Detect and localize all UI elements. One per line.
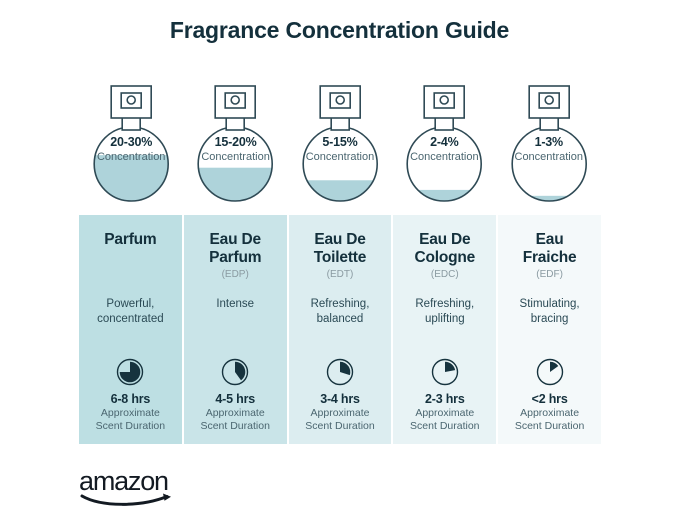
duration-caption-1: Approximate <box>205 407 265 419</box>
duration-clock-icon-wrap <box>393 355 496 389</box>
perfume-bottle-icon <box>197 85 274 202</box>
fragrance-panel[interactable]: Eau De Parfum (EDP) Intense 4-5 hrs Approxima… <box>183 215 287 444</box>
fragrance-panel[interactable]: Eau De Toilette (EDT) Refreshing, balanced 3-… <box>288 215 392 444</box>
svg-text:amazon: amazon <box>79 466 168 496</box>
duration-value: <2 hrs <box>531 392 568 406</box>
duration-caption-2: Scent Duration <box>410 420 480 432</box>
duration-clock-icon <box>117 358 144 386</box>
duration-clock-icon-wrap <box>498 355 601 389</box>
duration-caption-2: Scent Duration <box>514 420 585 432</box>
bottle-cell: 1-3% Concentration <box>497 78 601 208</box>
fragrance-abbreviation: (EDC) <box>430 269 459 280</box>
fragrance-name: Eau De Toilette <box>313 231 367 266</box>
scent-duration-block: 3-4 hrs Approximate Scent Duration <box>289 391 392 433</box>
page-title: Fragrance Concentration Guide <box>169 17 510 43</box>
bottle-row: 20-30% Concentration 15-20% Concentration 5-… <box>79 78 601 208</box>
scent-duration-block: 6-8 hrs Approximate Scent Duration <box>79 391 182 433</box>
duration-clock-icon-wrap <box>289 355 392 389</box>
duration-caption-1: Approximate <box>100 407 160 419</box>
bottle-cell: 2-4% Concentration <box>392 78 496 208</box>
duration-clock-icon-wrap <box>79 355 182 389</box>
fragrance-description: Powerful, concentrated <box>97 298 164 325</box>
duration-clock-icon <box>221 358 249 386</box>
fragrance-name: Eau De Cologne <box>414 231 476 266</box>
fragrance-description: Intense <box>216 298 255 310</box>
scent-duration-block: <2 hrs Approximate Scent Duration <box>498 391 601 433</box>
duration-clock-icon-wrap <box>184 355 287 389</box>
fragrance-abbreviation: (EDT) <box>326 269 354 280</box>
fragrance-description: Refreshing, uplifting <box>415 298 475 325</box>
duration-value: 3-4 hrs <box>320 392 360 406</box>
duration-caption-2: Scent Duration <box>305 420 375 432</box>
perfume-bottle-icon <box>93 85 169 202</box>
perfume-bottle-icon <box>510 85 587 202</box>
duration-value: 2-3 hrs <box>424 392 465 406</box>
fragrance-abbreviation: (EDF) <box>536 269 563 280</box>
duration-value: 6-8 hrs <box>110 392 151 406</box>
fragrance-panel-row: Parfum Powerful, concentrated 6-8 hrs Approx… <box>79 215 601 444</box>
duration-clock-icon <box>536 358 563 386</box>
fragrance-name: Eau De Parfum <box>209 231 262 266</box>
fragrance-name: Parfum <box>104 231 157 248</box>
duration-caption-1: Approximate <box>520 407 580 419</box>
amazon-logo: amazon <box>79 466 199 506</box>
bottle-cell: 5-15% Concentration <box>288 78 392 208</box>
fragrance-panel[interactable]: Eau De Cologne (EDC) Refreshing, uplifting 2-… <box>393 215 497 444</box>
duration-caption-1: Approximate <box>310 407 370 419</box>
fragrance-name: Eau Fraiche <box>522 231 577 266</box>
fragrance-panel[interactable]: Parfum Powerful, concentrated 6-8 hrs Approx… <box>79 215 182 444</box>
fragrance-abbreviation <box>79 250 182 264</box>
duration-clock-icon <box>326 358 354 386</box>
perfume-bottle-icon <box>406 85 483 202</box>
fragrance-panel[interactable]: Eau Fraiche (EDF) Stimulating, bracing <2 hrs… <box>498 215 601 444</box>
duration-caption-1: Approximate <box>415 407 475 419</box>
fragrance-description: Refreshing, balanced <box>310 298 370 325</box>
perfume-bottle-icon <box>302 85 378 202</box>
bottle-cell: 15-20% Concentration <box>183 78 287 208</box>
scent-duration-block: 2-3 hrs Approximate Scent Duration <box>393 391 496 433</box>
duration-clock-icon <box>431 358 458 386</box>
scent-duration-block: 4-5 hrs Approximate Scent Duration <box>184 391 287 433</box>
fragrance-description: Stimulating, bracing <box>519 298 580 325</box>
duration-caption-2: Scent Duration <box>95 420 166 432</box>
fragrance-abbreviation: (EDP) <box>221 269 249 280</box>
duration-caption-2: Scent Duration <box>200 420 270 432</box>
duration-value: 4-5 hrs <box>215 392 255 406</box>
bottle-cell: 20-30% Concentration <box>79 78 183 208</box>
